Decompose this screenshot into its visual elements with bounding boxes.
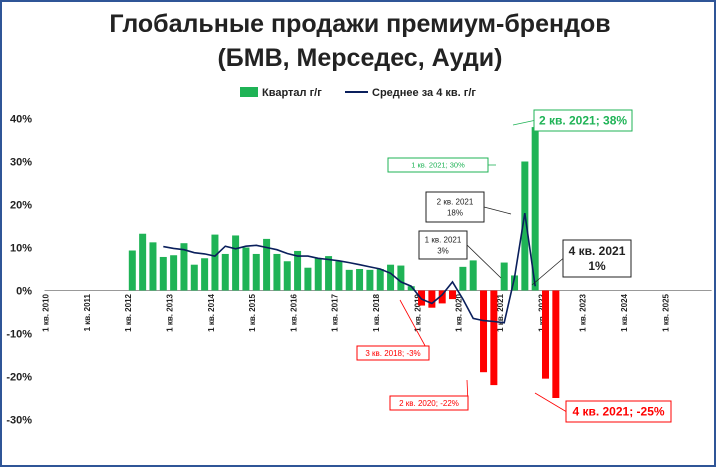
y-tick-label: -10% [6,329,32,341]
bar [232,235,240,291]
annotation-leader [512,120,535,126]
bar [366,269,374,291]
annotation-label: 1 кв. 2021; 30% [411,161,465,170]
bar [490,290,498,386]
bar [190,264,198,291]
bar [531,127,539,291]
legend-swatch-bars [240,87,258,97]
bar [552,290,560,398]
x-tick-label: 1 кв. 2024 [620,293,629,331]
bar [325,256,333,291]
y-tick-label: 10% [10,243,32,255]
annotation-box [389,395,469,411]
bar [397,265,405,291]
bar [221,253,229,291]
bar [449,290,457,300]
x-tick-label: 1 кв. 2023 [579,293,588,331]
y-tick-label: -30% [6,415,32,427]
annotation-label: 1 кв. 2021 3% [425,235,462,255]
x-tick-label: 1 кв. 2010 [42,293,51,331]
chart-title-line2: (БМВ, Мерседес, Ауди) [217,44,503,72]
bar [201,258,209,291]
x-tick-label: 1 кв. 2012 [124,293,133,331]
x-tick-label: 1 кв. 2014 [207,293,216,331]
y-tick-label: 30% [10,157,32,169]
annotation-box [425,191,485,223]
annotation-leader [531,258,564,286]
annotation-box [418,230,468,260]
annotation-box [356,345,430,361]
bar [283,261,291,291]
annotation-label: 2 кв. 2021 18% [437,197,474,217]
bar [511,275,519,291]
x-tick-label: 1 кв. 2015 [248,293,257,331]
x-tick-label: 1 кв. 2018 [372,293,381,331]
chart-title-line1: Глобальные продажи премиум-брендов [109,10,611,38]
bar [242,247,250,291]
bar [459,266,467,291]
annotation-label: 2 кв. 2020; -22% [399,399,459,408]
annotation-leader [534,392,567,412]
x-tick-label: 1 кв. 2016 [289,293,298,331]
bar [428,290,436,308]
legend-label-bars: Квартал г/г [262,87,322,99]
bar [149,242,157,291]
bar [211,234,219,291]
annotation-label: 4 кв. 2021 1% [569,244,626,273]
x-tick-label: 1 кв. 2017 [331,293,340,331]
x-tick-label: 1 кв. 2020 [455,293,464,331]
bar [376,269,384,291]
bar [170,255,178,291]
annotation-box [533,109,633,132]
bar [273,253,281,291]
bar [356,269,364,291]
annotation-label: 4 кв. 2021; -25% [572,405,664,419]
x-tick-label: 1 кв. 2013 [165,293,174,331]
y-tick-label: -20% [6,372,32,384]
bar [263,238,271,291]
bar [139,233,147,291]
bar [407,286,415,291]
annotation-leader [399,299,430,354]
y-tick-label: 20% [10,200,32,212]
annotation-label: 2 кв. 2021; 38% [539,114,627,128]
bar [252,253,260,291]
x-tick-label: 1 кв. 2011 [83,293,92,331]
annotation-box [387,157,489,173]
annotation-leader [466,244,502,279]
legend-label-line: Среднее за 4 кв. г/г [372,87,476,99]
annotation-box [565,400,672,423]
bar [469,260,477,291]
bar [521,161,529,291]
x-tick-label: 1 кв. 2022 [537,293,546,331]
annotation-label: 3 кв. 2018; -3% [365,349,420,358]
x-tick-label: 1 кв. 2021 [496,293,505,331]
bar [128,250,136,291]
bar [294,250,302,291]
bar [345,269,353,291]
bar [314,258,322,291]
annotation-leader [483,206,512,215]
x-tick-label: 1 кв. 2025 [661,293,670,331]
bar [304,267,312,291]
bar [542,290,550,379]
bar [500,262,508,291]
bar [180,243,188,291]
bar [438,290,446,304]
bar [335,261,343,291]
bar [159,256,167,291]
bar [480,290,488,373]
x-tick-label: 1 кв. 2019 [413,293,422,331]
y-tick-label: 0% [16,286,32,298]
annotation-box [562,239,632,278]
bar [387,264,395,291]
avg-line [163,212,536,324]
y-tick-label: 40% [10,114,32,126]
